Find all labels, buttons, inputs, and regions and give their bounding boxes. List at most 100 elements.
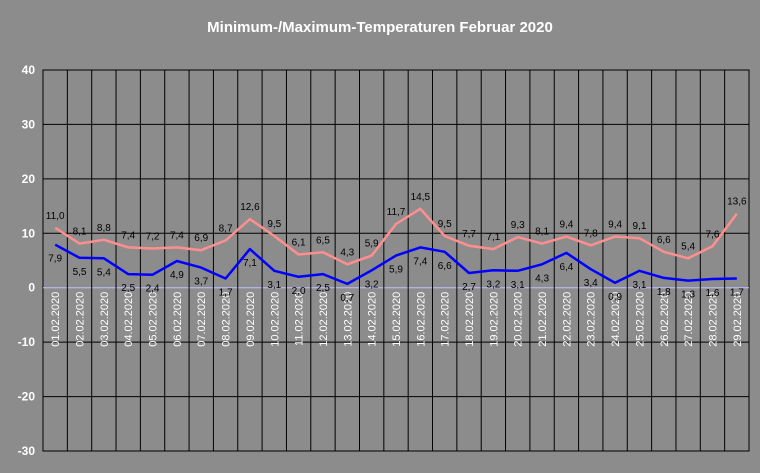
x-tick-label: 13.02.2020 bbox=[342, 292, 354, 347]
min-data-label: 1,8 bbox=[657, 287, 671, 298]
min-data-label: 7,4 bbox=[413, 256, 427, 267]
min-data-label: 7,9 bbox=[48, 254, 62, 265]
x-tick-label: 15.02.2020 bbox=[391, 292, 403, 347]
x-tick-label: 09.02.2020 bbox=[245, 292, 257, 347]
max-data-label: 8,1 bbox=[73, 227, 87, 238]
x-tick-label: 23.02.2020 bbox=[586, 292, 598, 347]
y-tick-label: 40 bbox=[22, 63, 36, 77]
x-tick-label: 19.02.2020 bbox=[488, 292, 500, 347]
y-tick-label: 0 bbox=[28, 281, 35, 295]
min-data-label: 1,3 bbox=[681, 290, 695, 301]
series-lines bbox=[54, 207, 738, 286]
x-tick-label: 20.02.2020 bbox=[513, 292, 525, 347]
max-data-label: 6,9 bbox=[194, 233, 208, 244]
x-tick-label: 14.02.2020 bbox=[367, 292, 379, 347]
min-data-label: 3,1 bbox=[267, 280, 281, 291]
min-data-label: 1,7 bbox=[219, 287, 233, 298]
max-data-label: 5,9 bbox=[365, 239, 379, 250]
max-data-label: 7,1 bbox=[486, 232, 500, 243]
x-tick-label: 06.02.2020 bbox=[172, 292, 184, 347]
y-tick-label: 30 bbox=[22, 117, 36, 131]
x-tick-label: 25.02.2020 bbox=[634, 292, 646, 347]
x-tick-label: 16.02.2020 bbox=[415, 292, 427, 347]
max-data-label: 9,4 bbox=[559, 220, 573, 231]
max-data-label: 9,1 bbox=[632, 221, 646, 232]
max-data-label: 14,5 bbox=[411, 192, 431, 203]
x-tick-label: 08.02.2020 bbox=[221, 292, 233, 347]
min-data-label: 2,4 bbox=[146, 284, 160, 295]
y-tick-label: -10 bbox=[18, 335, 36, 349]
max-data-label: 7,4 bbox=[121, 230, 135, 241]
max-data-label: 8,7 bbox=[219, 223, 233, 234]
min-data-label: 0,7 bbox=[340, 293, 354, 304]
min-data-label: 3,4 bbox=[584, 278, 598, 289]
x-tick-label: 05.02.2020 bbox=[148, 292, 160, 347]
x-tick-label: 12.02.2020 bbox=[318, 292, 330, 347]
min-data-label: 5,5 bbox=[73, 267, 87, 278]
min-data-label: 2,0 bbox=[292, 286, 306, 297]
x-tick-label: 10.02.2020 bbox=[269, 292, 281, 347]
min-data-label: 6,4 bbox=[559, 262, 573, 273]
x-tick-label: 02.02.2020 bbox=[75, 292, 87, 347]
max-data-label: 7,4 bbox=[170, 230, 184, 241]
x-tick-label: 22.02.2020 bbox=[561, 292, 573, 347]
x-tick-label: 24.02.2020 bbox=[610, 292, 622, 347]
max-data-label: 13,6 bbox=[727, 197, 747, 208]
min-data-label: 7,1 bbox=[243, 258, 257, 269]
max-data-label: 7,8 bbox=[584, 228, 598, 239]
x-tick-label: 07.02.2020 bbox=[196, 292, 208, 347]
min-data-label: 3,1 bbox=[511, 280, 525, 291]
max-data-label: 7,6 bbox=[706, 229, 720, 240]
x-axis-ticks: 01.02.2020 02.02.2020 03.02.2020 04.02.2020… bbox=[50, 292, 744, 347]
min-data-label: 1,6 bbox=[706, 288, 720, 299]
min-data-label: 6,6 bbox=[438, 261, 452, 272]
y-tick-label: 10 bbox=[22, 226, 36, 240]
min-data-label: 4,3 bbox=[535, 273, 549, 284]
x-tick-label: 21.02.2020 bbox=[537, 292, 549, 347]
min-data-label: 3,2 bbox=[365, 279, 379, 290]
x-tick-label: 18.02.2020 bbox=[464, 292, 476, 347]
x-tick-label: 28.02.2020 bbox=[707, 292, 719, 347]
x-tick-label: 03.02.2020 bbox=[99, 292, 111, 347]
max-data-label: 7,2 bbox=[146, 232, 160, 243]
max-data-label: 5,4 bbox=[681, 241, 695, 252]
chart-title: Minimum-/Maximum-Temperaturen Februar 20… bbox=[207, 19, 553, 36]
max-data-label: 9,3 bbox=[511, 220, 525, 231]
min-data-label: 2,5 bbox=[316, 283, 330, 294]
x-tick-label: 27.02.2020 bbox=[683, 292, 695, 347]
min-data-label: 2,7 bbox=[462, 282, 476, 293]
max-data-label: 6,5 bbox=[316, 235, 330, 246]
y-tick-label: -30 bbox=[18, 444, 36, 458]
max-data-label: 12,6 bbox=[240, 202, 260, 213]
max-data-label: 9,5 bbox=[438, 219, 452, 230]
max-temperature-line bbox=[54, 207, 738, 266]
data-labels: 11,0 8,1 8,8 7,4 7,2 7,4 6,9 8,7 12,6 9,5 6,1 6,5 4,… bbox=[46, 192, 747, 304]
max-data-label: 8,1 bbox=[535, 227, 549, 238]
min-temperature-line bbox=[54, 243, 737, 286]
max-data-label: 6,1 bbox=[292, 238, 306, 249]
min-data-label: 4,9 bbox=[170, 270, 184, 281]
max-data-label: 8,8 bbox=[97, 223, 111, 234]
min-data-label: 3,7 bbox=[194, 277, 208, 288]
max-data-label: 4,3 bbox=[340, 247, 354, 258]
min-data-label: 5,9 bbox=[389, 265, 403, 276]
max-data-label: 11,0 bbox=[46, 211, 65, 222]
min-data-label: 3,2 bbox=[486, 279, 500, 290]
min-data-label: 3,1 bbox=[632, 280, 646, 291]
max-data-label: 6,6 bbox=[657, 235, 671, 246]
min-data-label: 1,7 bbox=[730, 287, 744, 298]
x-tick-label: 17.02.2020 bbox=[440, 292, 452, 347]
max-data-label: 7,7 bbox=[462, 229, 476, 240]
plot-area bbox=[42, 69, 750, 452]
y-tick-label: -20 bbox=[18, 390, 36, 404]
min-data-label: 2,5 bbox=[121, 283, 135, 294]
x-tick-label: 11.02.2020 bbox=[294, 292, 306, 346]
x-tick-label: 04.02.2020 bbox=[123, 292, 135, 347]
max-data-label: 11,7 bbox=[387, 207, 406, 218]
min-data-label: 5,4 bbox=[97, 267, 111, 278]
grid-lines bbox=[42, 69, 750, 452]
x-tick-label: 01.02.2020 bbox=[50, 292, 62, 347]
y-axis-ticks: 40 30 20 10 0 -10 -20 -30 bbox=[18, 63, 36, 458]
